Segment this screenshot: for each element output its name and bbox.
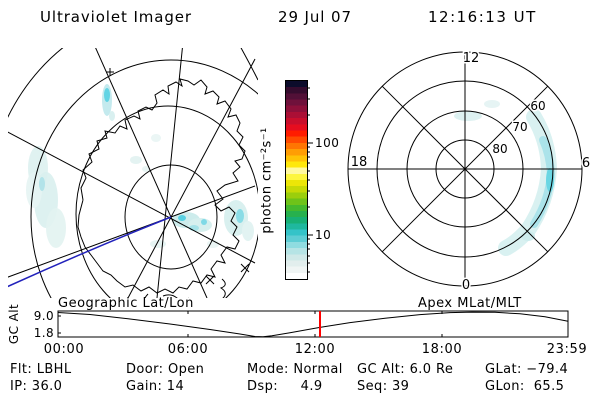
strip-xtick-0600: 06:00 [167,342,209,357]
apex-dial: 12 18 6 0 60 70 80 [347,50,592,295]
dial-mlat-70: 70 [512,120,527,134]
date-label: 29 Jul 07 [278,8,352,26]
map-graticule [8,48,258,298]
dial-grid [347,51,583,287]
dial-mlat-60: 60 [530,99,545,113]
status-flt: Flt: LBHL [10,362,72,377]
strip-xtick-1200: 12:00 [294,342,336,357]
colorbar [285,80,308,280]
dial-mlt-0: 0 [462,278,470,293]
orbit-track [8,216,172,288]
strip-ytick-1-8: 1.8 [33,326,54,340]
dial-caption: Apex MLat/MLT [418,296,522,311]
strip-xtick-1800: 18:00 [421,342,463,357]
antarctica-coastline [77,78,246,294]
strip-xtick-0000: 00:00 [43,342,85,357]
status-glon: GLon: 65.5 [485,379,565,394]
strip-ytick-9: 9.0 [33,309,54,323]
status-mode: Mode: Normal [247,362,343,377]
colorbar-tick-100: 100 [315,136,340,150]
colorbar-unit-label: photon cm⁻²s⁻¹ [259,127,275,234]
colorbar-ticks [307,87,313,273]
graticule-x-tick [240,263,250,273]
graticule-x-tick [205,275,215,285]
dial-mlt-18: 18 [351,155,368,170]
status-ip: IP: 36.0 [10,379,63,394]
map-aurora-patches [26,84,254,248]
coastline-squiggles [144,278,226,298]
gc-alt-curve [57,311,569,338]
dial-mlat-80: 80 [492,142,507,156]
map-caption: Geographic Lat/Lon [58,296,194,311]
time-label: 12:16:13 UT [428,8,537,26]
dial-mlt-6: 6 [582,156,590,171]
status-seq: Seq: 39 [357,379,410,394]
status-door: Door: Open [126,362,205,377]
geographic-map [8,48,258,298]
status-gc-alt: GC Alt: 6.0 Re [357,362,454,377]
strip-ticks [58,311,443,337]
strip-xtick-2359: 23:59 [546,342,588,357]
dial-mlt-12: 12 [463,51,480,66]
strip-frame [57,310,569,338]
gc-alt-strip [57,310,569,338]
status-glat: GLat: −79.4 [485,362,569,377]
app-title: Ultraviolet Imager [40,8,192,26]
status-gain: Gain: 14 [126,379,185,394]
status-dsp: Dsp: 4.9 [247,379,323,394]
graticule-plus-tick [106,68,114,76]
colorbar-tick-10: 10 [315,228,332,242]
